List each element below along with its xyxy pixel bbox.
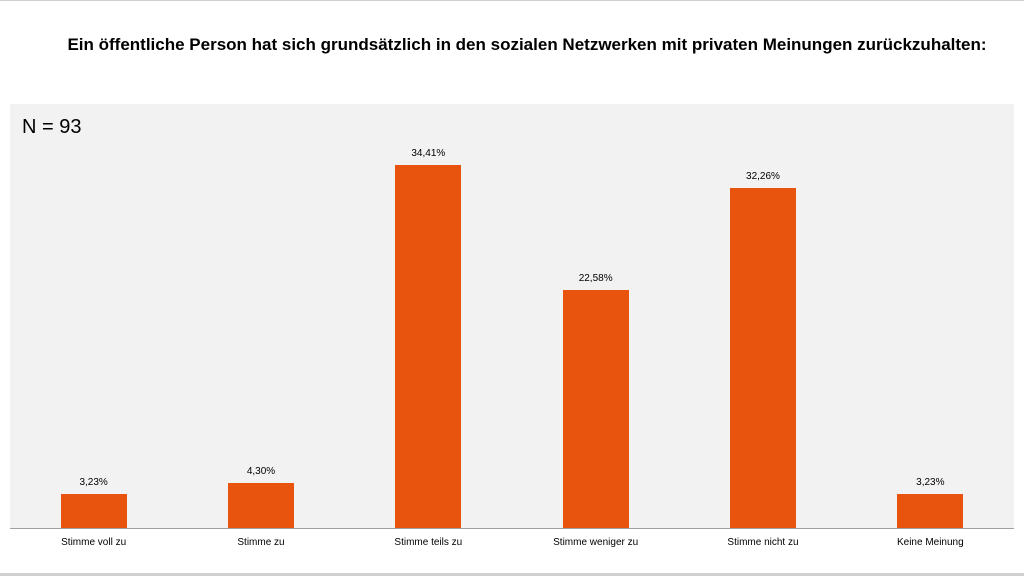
bottom-border bbox=[0, 573, 1024, 576]
data-label: 3,23% bbox=[916, 476, 945, 488]
bar bbox=[395, 165, 462, 528]
x-tick-label: Stimme teils zu bbox=[394, 537, 463, 548]
top-border bbox=[0, 0, 1024, 1]
bar bbox=[897, 493, 964, 528]
data-label: 3,23% bbox=[79, 476, 108, 488]
x-tick-label: Stimme nicht zu bbox=[727, 537, 799, 548]
data-label: 22,58% bbox=[578, 272, 613, 284]
data-label: 32,26% bbox=[746, 170, 780, 182]
data-label: 4,30% bbox=[246, 465, 276, 477]
sample-size-annotation: N = 93 bbox=[22, 116, 82, 138]
x-tick-label: Stimme zu bbox=[237, 537, 285, 548]
data-label: 34,41% bbox=[411, 148, 446, 160]
x-tick-label: Keine Meinung bbox=[896, 537, 964, 548]
x-tick-label: Stimme weniger zu bbox=[553, 537, 639, 548]
bar bbox=[730, 187, 796, 528]
x-tick-label: Stimme voll zu bbox=[61, 537, 127, 548]
x-axis-line bbox=[10, 528, 1014, 529]
plot-area bbox=[10, 104, 1014, 528]
bar bbox=[562, 289, 629, 528]
chart-title: Ein öffentliche Person hat sich grundsät… bbox=[67, 35, 987, 54]
bar bbox=[60, 493, 127, 528]
bar bbox=[228, 482, 294, 528]
